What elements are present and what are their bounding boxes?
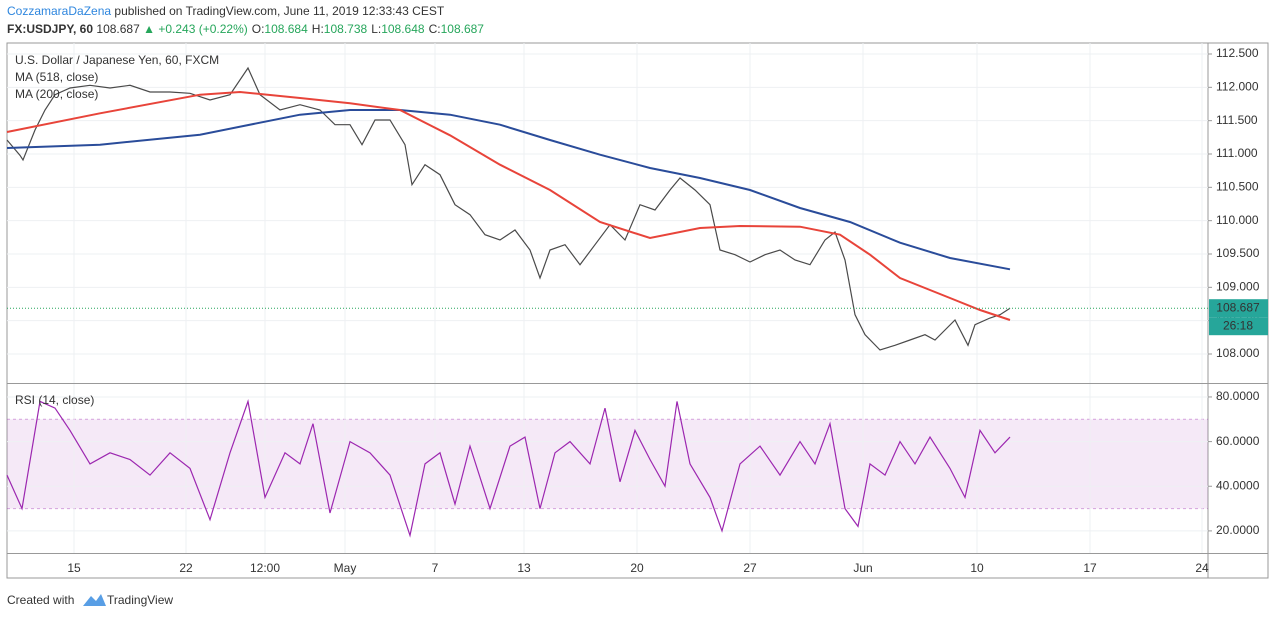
x-tick-label: 24 [1195, 561, 1209, 575]
x-tick-label: 10 [970, 561, 984, 575]
line-series [6, 66, 1011, 351]
y-tick-label: 109.000 [1216, 280, 1260, 294]
price-tag-label: 108.687 [1216, 300, 1260, 314]
x-tick-label: 12:00 [250, 561, 280, 575]
y-tick-label: 40.0000 [1216, 478, 1260, 492]
y-tick-label: 60.0000 [1216, 434, 1260, 448]
header-line: CozzamaraDaZena published on TradingView… [7, 4, 445, 18]
y-tick-label: 109.500 [1216, 246, 1260, 260]
y-tick-label: 110.000 [1216, 213, 1259, 227]
y-tick-label: 111.000 [1216, 146, 1258, 160]
symbol-line: FX:USDJPY, 60 108.687 ▲ +0.243 (+0.22%) O… [7, 22, 484, 36]
line-series [6, 90, 1011, 321]
footer: Created with [7, 593, 74, 607]
rsi-band [7, 419, 1208, 509]
published: published on TradingView.com, June 11, 2… [114, 4, 444, 18]
x-tick-label: 7 [432, 561, 439, 575]
chart-title: U.S. Dollar / Japanese Yen, 60, FXCM [15, 53, 219, 67]
y-tick-label: 20.0000 [1216, 523, 1260, 537]
countdown-tag [1209, 317, 1268, 336]
x-tick-label: 22 [179, 561, 193, 575]
ohlc-label: C: [429, 22, 441, 36]
x-tick-label: 15 [67, 561, 81, 575]
x-tick-label: 13 [517, 561, 531, 575]
x-tick-label: 17 [1083, 561, 1097, 575]
x-tick-label: Jun [853, 561, 872, 575]
rsi-title: RSI (14, close) [15, 393, 94, 407]
y-tick-label: 110.500 [1216, 180, 1259, 194]
y-tick-label: 111.500 [1216, 113, 1258, 127]
symbol: FX:USDJPY, 60 [7, 22, 93, 36]
countdown-label: 26:18 [1223, 318, 1253, 332]
change: ▲ +0.243 (+0.22%) [143, 22, 248, 36]
y-tick-label: 80.0000 [1216, 389, 1260, 403]
tv-logo [83, 594, 106, 606]
ohlc-value: 108.738 [324, 22, 368, 36]
legend-entry: MA (518, close) [15, 70, 98, 84]
price: 108.687 [96, 22, 140, 36]
x-tick-label: 20 [630, 561, 644, 575]
ohlc-label: L: [371, 22, 381, 36]
line-series [6, 109, 1011, 271]
ohlc-label: O: [252, 22, 265, 36]
line-series [6, 399, 1011, 538]
legend-entry: MA (200, close) [15, 87, 98, 101]
author: CozzamaraDaZena [7, 4, 111, 18]
y-tick-label: 112.000 [1216, 80, 1259, 94]
ohlc-value: 108.684 [264, 22, 308, 36]
ohlc-value: 108.687 [441, 22, 485, 36]
price-tag [1209, 299, 1268, 318]
ohlc-label: H: [312, 22, 324, 36]
y-tick-label: 108.000 [1216, 346, 1260, 360]
x-tick-label: 27 [743, 561, 757, 575]
x-tick-label: May [334, 561, 357, 575]
y-tick-label: 112.500 [1216, 46, 1259, 60]
ohlc-value: 108.648 [381, 22, 425, 36]
footer-brand: TradingView [107, 593, 173, 607]
